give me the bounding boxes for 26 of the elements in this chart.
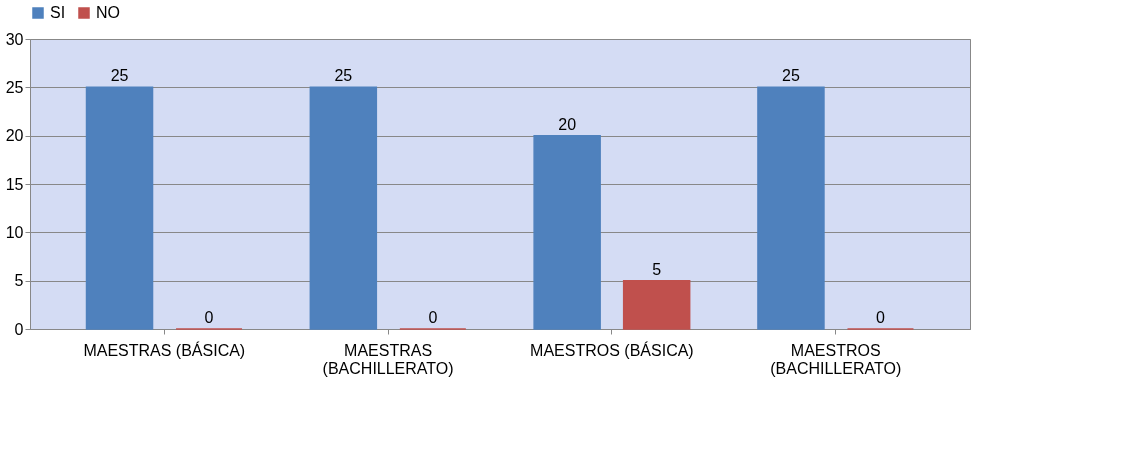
x-tick-label: MAESTRAS (BACHILLERATO) [322, 341, 454, 377]
bar [85, 86, 154, 330]
y-tick-label: 10 [5, 223, 24, 241]
data-label: 20 [558, 115, 577, 133]
legend-label: NO [96, 4, 120, 21]
y-tick-label: 0 [14, 320, 24, 338]
y-tick-label: 15 [5, 175, 24, 193]
x-tick-label: MAESTROS (BACHILLERATO) [770, 341, 902, 377]
x-tick-label: MAESTRAS (BÁSICA) [83, 340, 246, 359]
data-label: 25 [110, 67, 129, 85]
data-label: 0 [876, 309, 886, 326]
data-label: 0 [204, 309, 214, 326]
bar [309, 86, 378, 330]
y-tick-label: 20 [5, 127, 24, 145]
y-tick-label: 25 [5, 78, 24, 96]
bar [757, 86, 825, 330]
data-label: 5 [652, 260, 662, 278]
x-tick-label: MAESTROS (BÁSICA) [530, 340, 694, 359]
bar [622, 279, 691, 330]
legend-label: SI [50, 4, 66, 21]
data-label: 0 [428, 309, 438, 326]
y-tick-label: 5 [14, 272, 24, 290]
data-label: 25 [334, 67, 353, 85]
bar [533, 134, 601, 330]
data-label: 25 [782, 67, 800, 85]
y-tick-label: 30 [5, 30, 24, 48]
